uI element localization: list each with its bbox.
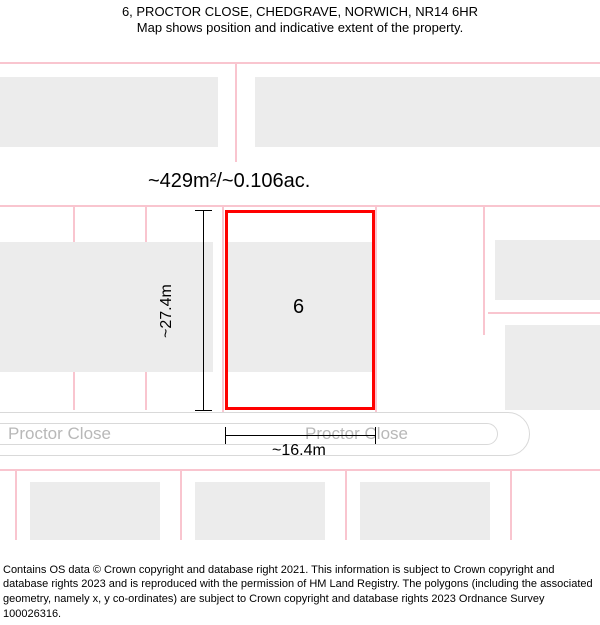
building-block (505, 325, 600, 410)
parcel-boundary-line (235, 62, 237, 162)
parcel-boundary-line (0, 469, 600, 471)
parcel-boundary-line (345, 469, 347, 540)
dim-cap-height-top (195, 210, 212, 211)
parcel-boundary-line (375, 205, 377, 415)
map-canvas: Proctor Close Proctor Close ~429m²/~0.10… (0, 42, 600, 540)
dim-line-width (225, 435, 375, 436)
dim-label-width: ~16.4m (272, 442, 326, 460)
parcel-boundary-line (488, 312, 600, 314)
building-block (495, 240, 600, 300)
parcel-boundary-line (0, 205, 600, 207)
building-block (0, 242, 213, 372)
building-block (30, 482, 160, 540)
road-label-right: Proctor Close (305, 424, 408, 444)
dim-line-height (203, 210, 204, 410)
header: 6, PROCTOR CLOSE, CHEDGRAVE, NORWICH, NR… (0, 0, 600, 37)
address-title: 6, PROCTOR CLOSE, CHEDGRAVE, NORWICH, NR… (10, 4, 590, 19)
parcel-boundary-line (483, 205, 485, 335)
parcel-boundary-line (510, 469, 512, 540)
map-subtitle: Map shows position and indicative extent… (10, 20, 590, 35)
building-block (195, 482, 325, 540)
area-label: ~429m²/~0.106ac. (148, 170, 310, 193)
parcel-boundary-line (15, 469, 17, 540)
building-block (360, 482, 490, 540)
building-block (255, 77, 600, 147)
parcel-boundary-line (0, 62, 600, 64)
dim-cap-width-left (225, 427, 226, 444)
building-block (0, 77, 218, 147)
dim-cap-height-bottom (195, 410, 212, 411)
dim-label-height: ~27.4m (158, 284, 176, 338)
dim-cap-width-right (375, 427, 376, 444)
copyright-footer: Contains OS data © Crown copyright and d… (3, 563, 597, 622)
road-label-left: Proctor Close (8, 424, 111, 444)
parcel-boundary-line (222, 205, 224, 415)
parcel-boundary-line (180, 469, 182, 540)
house-number: 6 (293, 296, 304, 319)
